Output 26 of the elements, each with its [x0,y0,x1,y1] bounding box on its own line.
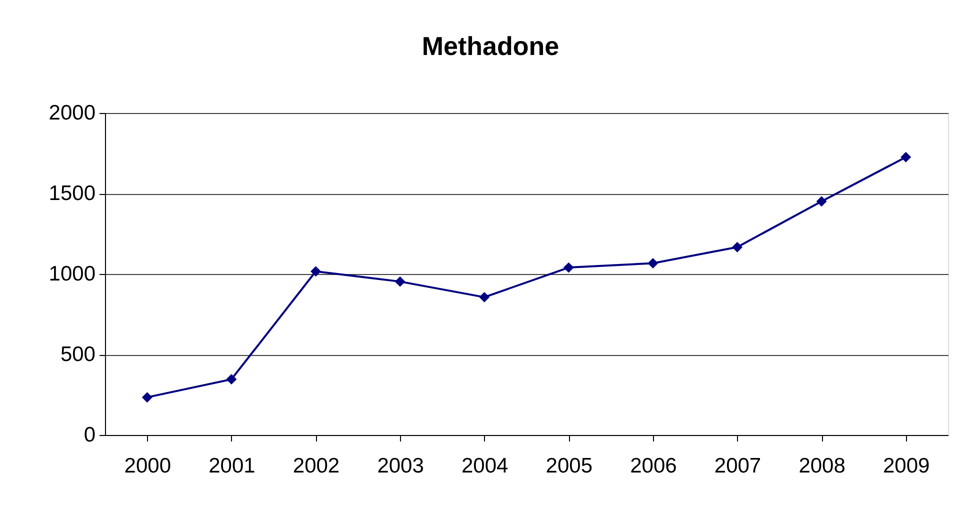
chart-title: Methadone [422,31,560,61]
point [394,276,406,287]
point [816,196,827,207]
point [310,266,321,277]
point [479,292,490,302]
point [648,258,658,268]
x-tick-label: 2006 [630,454,677,478]
y-tick-label: 1500 [48,182,96,205]
point [142,392,152,403]
y-tick-label: 500 [60,343,96,366]
x-tick-label: 2007 [714,454,762,478]
x-tick-label: 2001 [208,454,256,478]
point [563,262,574,273]
point [900,152,912,162]
x-tick-label: 2008 [798,454,846,478]
y-tick-label: 1000 [48,262,96,286]
point [732,242,742,252]
x-tick-label: 2005 [546,454,593,478]
point [226,374,237,385]
x-tick-label: 2000 [124,454,172,478]
x-tick-label: 2009 [882,454,930,478]
x-tick-label: 2003 [377,454,424,478]
y-tick-label: 2000 [48,102,96,124]
x-tick-label: 2004 [461,454,509,478]
x-tick-label: 2002 [292,454,340,478]
y-tick-label: 0 [84,424,96,446]
